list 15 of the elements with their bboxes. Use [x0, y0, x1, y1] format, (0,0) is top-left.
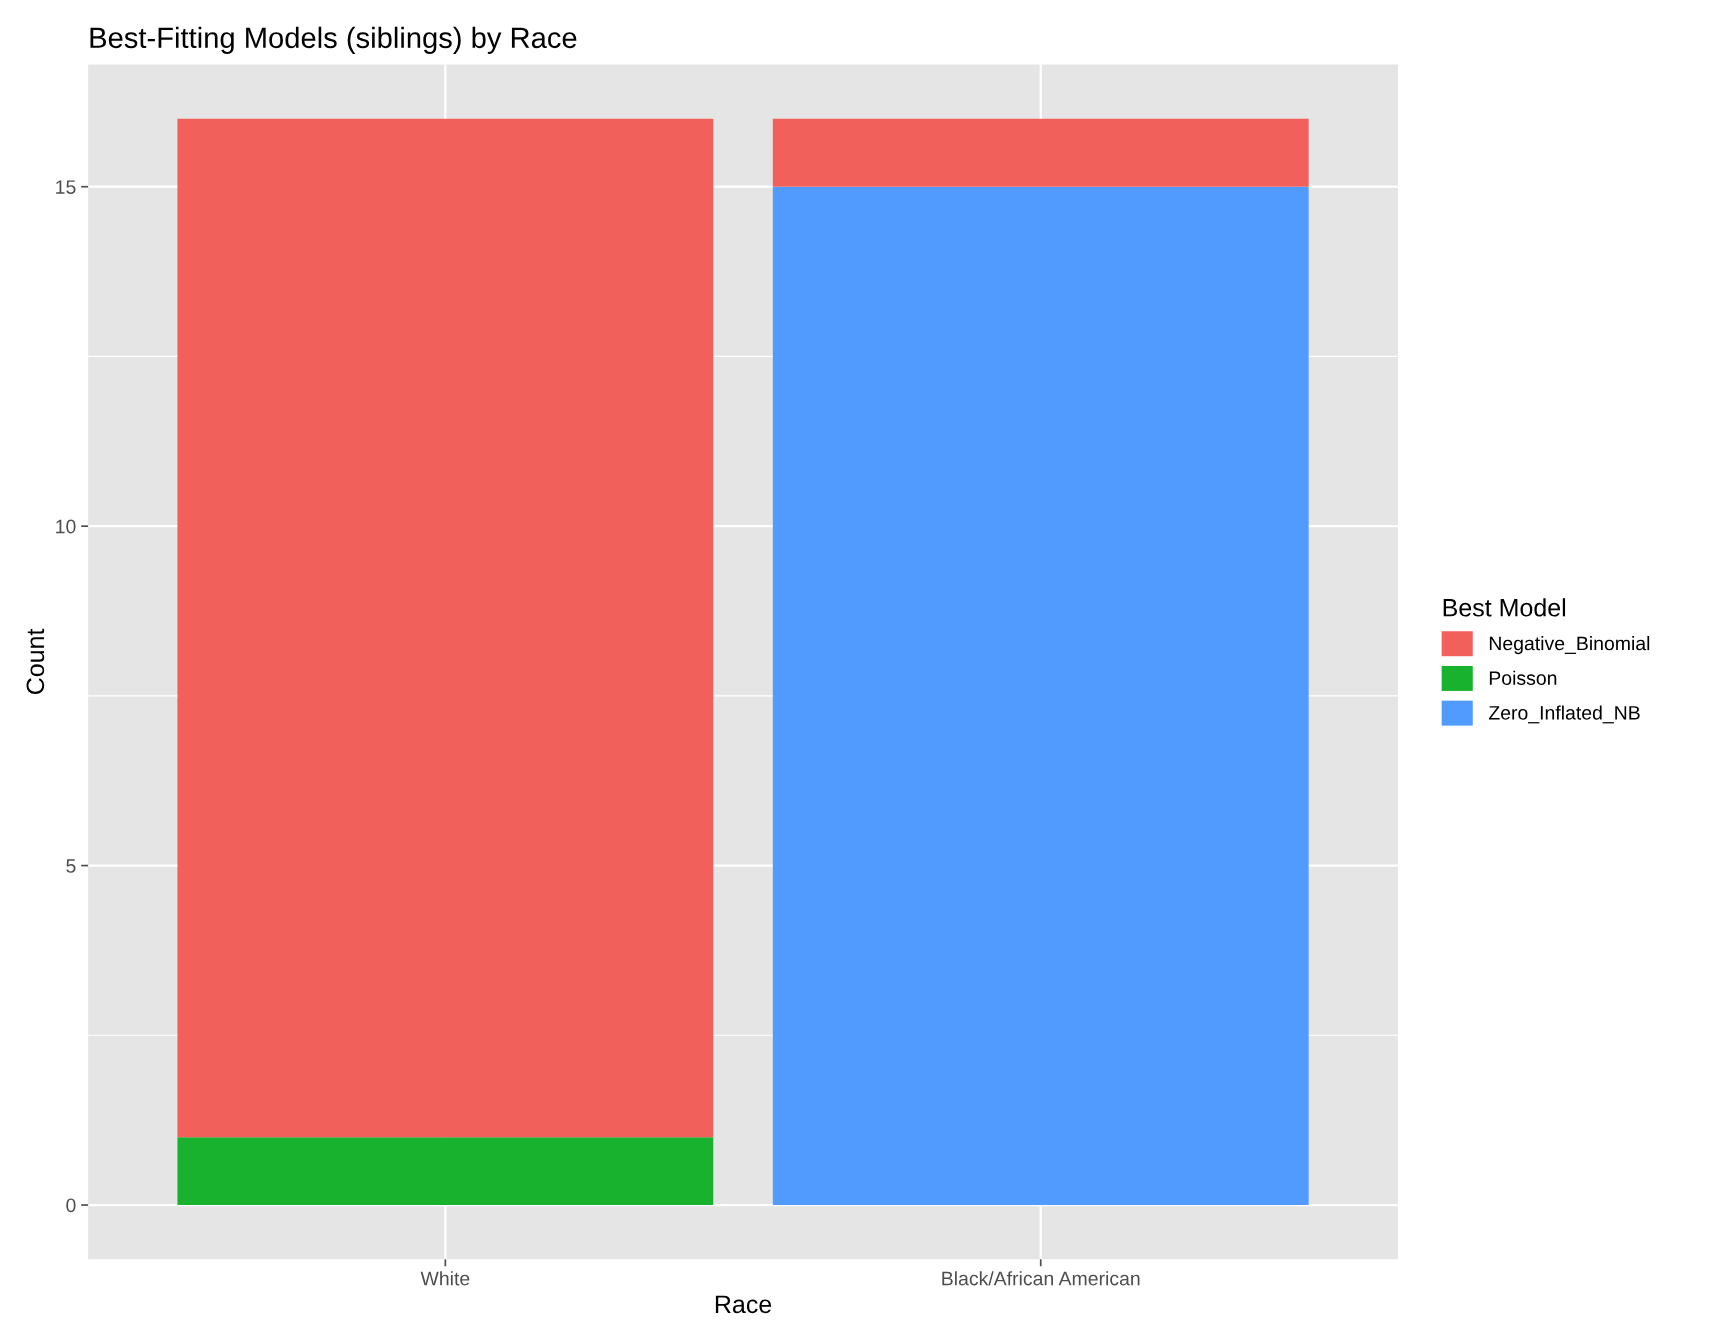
- y-axis-title: Count: [26, 628, 45, 694]
- x-tick-label: White: [420, 1271, 470, 1286]
- legend-label: Zero_Inflated_NB: [1488, 705, 1640, 724]
- x-axis-title: Race: [715, 1295, 772, 1314]
- y-tick-label: 15: [56, 180, 76, 194]
- x-tick-label: Black/African American: [942, 1271, 1140, 1286]
- bar: [772, 118, 1309, 187]
- bar: [177, 1137, 714, 1206]
- y-tick-label: 10: [56, 519, 76, 534]
- y-tick-label: 0: [66, 1198, 76, 1213]
- legend-label: Poisson: [1489, 670, 1557, 685]
- legend-label: Negative_Binomial: [1489, 636, 1650, 655]
- legend-title: Best Model: [1443, 598, 1566, 617]
- chart-title: Best-Fitting Models (siblings) by Race: [90, 26, 577, 54]
- y-tick-label: 5: [66, 859, 76, 873]
